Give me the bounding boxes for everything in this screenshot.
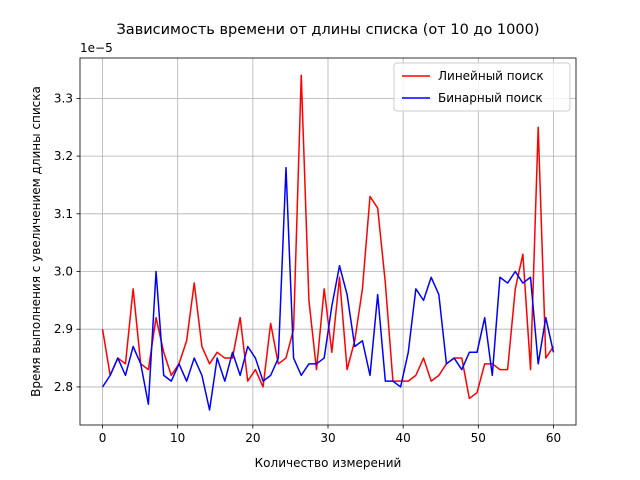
y-tick-label: 3.1: [54, 207, 73, 221]
x-tick-label: 30: [320, 431, 335, 445]
y-tick-label: 2.9: [54, 322, 73, 336]
y-tick-label: 3.2: [54, 149, 73, 163]
x-tick-label: 10: [170, 431, 185, 445]
y-tick-label: 2.8: [54, 380, 73, 394]
series-line-binary-search: [101, 166, 555, 411]
y-tick-label: 3.0: [54, 265, 73, 279]
axis-ticks: 0 10 20 30 40 50 60 2.8 2.9 3.0 3.1 3.2 3.3: [54, 91, 561, 445]
x-tick-label: 60: [546, 431, 561, 445]
x-axis-label: Количество измерений: [255, 456, 402, 470]
x-tick-label: 50: [471, 431, 486, 445]
y-offset-text: 1e−5: [80, 41, 113, 55]
legend-entry-label: Бинарный поиск: [438, 91, 543, 105]
series-layer: [101, 74, 555, 411]
legend-entry-label: Линейный поиск: [438, 69, 544, 83]
x-tick-label: 0: [99, 431, 107, 445]
legend: Линейный поиск Бинарный поиск: [393, 62, 571, 112]
grid-lines: [80, 58, 576, 425]
chart-title: Зависимость времени от длины списка (от …: [117, 22, 540, 38]
legend-box: [393, 62, 571, 112]
y-tick-label: 3.3: [54, 91, 73, 105]
x-tick-label: 40: [396, 431, 411, 445]
x-tick-label: 20: [245, 431, 260, 445]
y-axis-label: Время выполнения с увеличением длины спи…: [29, 86, 43, 397]
